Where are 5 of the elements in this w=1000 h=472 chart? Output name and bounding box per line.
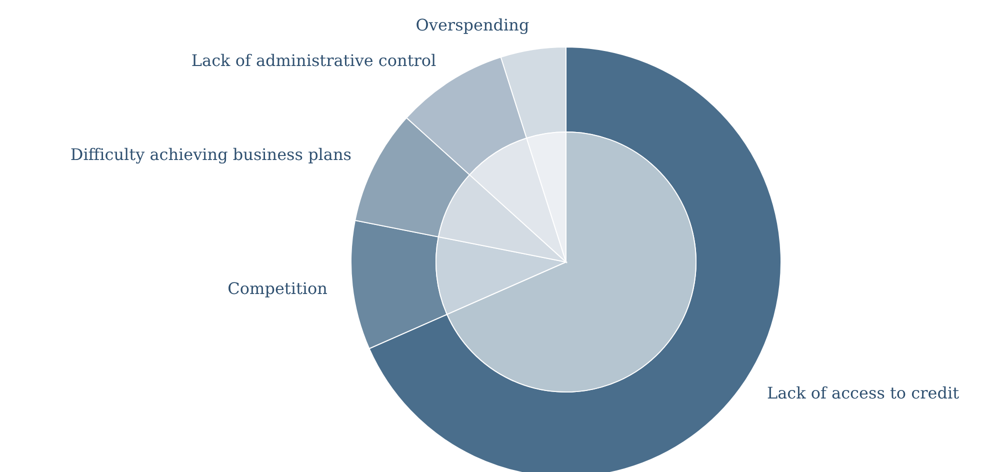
slice-label: Lack of access to credit [767, 384, 960, 403]
slice-label: Competition [228, 278, 328, 298]
slice-label: Overspending [416, 15, 530, 34]
slice-label: Lack of administrative control [191, 50, 436, 70]
slice-label: Difficulty achieving business plans [70, 144, 352, 164]
